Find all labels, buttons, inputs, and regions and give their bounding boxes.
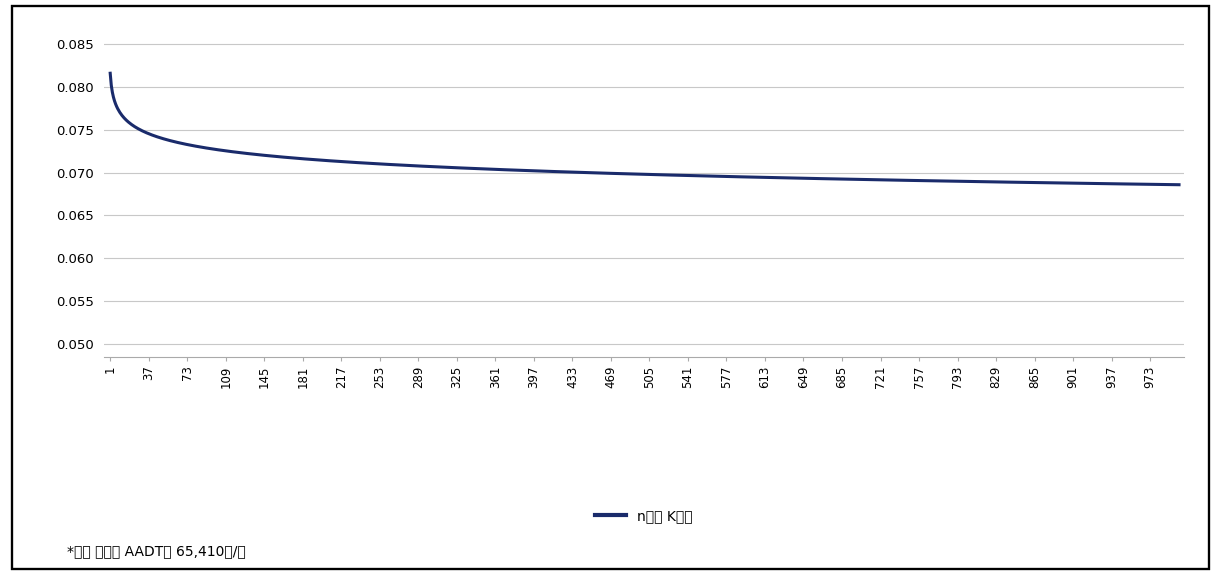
Text: *분석 지점의 AADT는 65,410대/일: *분석 지점의 AADT는 65,410대/일 [67,544,245,558]
Legend: n순위 K계수: n순위 K계수 [590,504,698,528]
